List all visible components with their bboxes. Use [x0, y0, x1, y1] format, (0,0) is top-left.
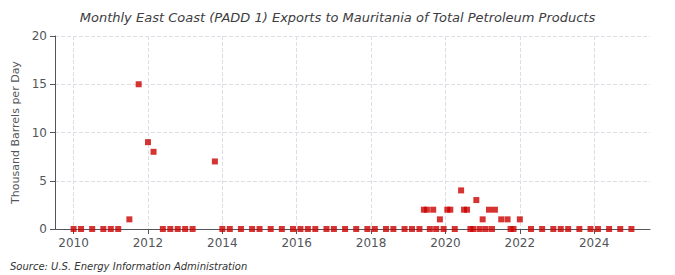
svg-text:2020: 2020: [430, 236, 461, 250]
svg-text:2018: 2018: [356, 236, 387, 250]
svg-text:20: 20: [32, 29, 47, 43]
svg-text:0: 0: [39, 222, 47, 236]
svg-text:Monthly East Coast (PADD 1) Ex: Monthly East Coast (PADD 1) Exports to M…: [80, 10, 596, 25]
svg-text:2024: 2024: [579, 236, 610, 250]
svg-text:2022: 2022: [505, 236, 536, 250]
svg-text:15: 15: [32, 77, 47, 91]
svg-text:2012: 2012: [133, 236, 164, 250]
svg-text:Source: U.S. Energy Informatio: Source: U.S. Energy Information Administ…: [10, 261, 247, 272]
svg-text:2010: 2010: [58, 236, 89, 250]
svg-text:Thousand Barrels per Day: Thousand Barrels per Day: [9, 61, 22, 205]
svg-text:2014: 2014: [207, 236, 238, 250]
svg-text:2016: 2016: [281, 236, 312, 250]
svg-text:5: 5: [39, 174, 47, 188]
svg-text:10: 10: [32, 126, 47, 140]
